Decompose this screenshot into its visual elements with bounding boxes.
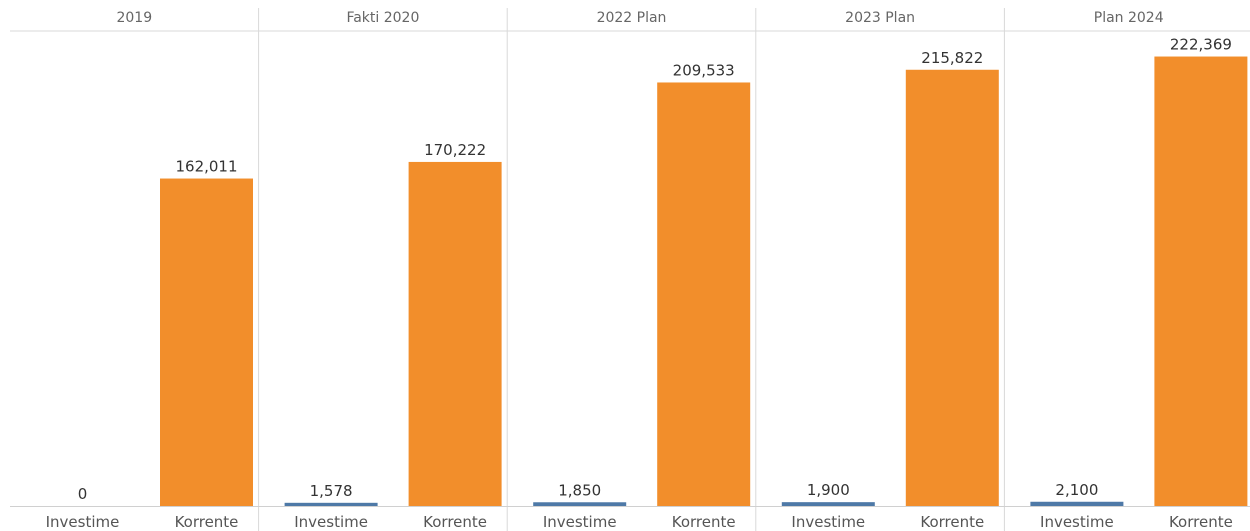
category-label: Korrente (920, 513, 984, 531)
category-label: Investime (543, 513, 617, 531)
category-label: Investime (294, 513, 368, 531)
category-label: Korrente (1169, 513, 1233, 531)
panel-header: 2023 Plan (845, 10, 915, 26)
panel-header: Fakti 2020 (346, 10, 419, 26)
category-label: Korrente (672, 513, 736, 531)
bar-investime (285, 503, 378, 506)
data-label: 222,369 (1170, 36, 1232, 54)
panel-header: 2022 Plan (597, 10, 667, 26)
data-label: 1,850 (558, 481, 601, 499)
data-label: 0 (78, 485, 88, 503)
bar-investime (782, 502, 875, 506)
bar-korrente (657, 82, 750, 506)
data-label: 2,100 (1055, 481, 1098, 499)
data-label: 170,222 (424, 141, 486, 159)
data-label: 1,578 (310, 482, 353, 500)
bar-korrente (160, 179, 253, 506)
bar-investime (1030, 502, 1123, 506)
panel-header: Plan 2024 (1094, 10, 1164, 26)
bar-korrente (409, 162, 502, 506)
category-label: Investime (791, 513, 865, 531)
category-label: Korrente (175, 513, 239, 531)
data-label: 209,533 (673, 61, 735, 79)
panel-header: 2019 (116, 10, 152, 26)
category-label: Korrente (423, 513, 487, 531)
bar-investime (533, 502, 626, 506)
data-label: 162,011 (175, 158, 237, 176)
bar-korrente (1154, 57, 1247, 506)
data-label: 1,900 (807, 481, 850, 499)
data-label: 215,822 (921, 49, 983, 67)
bar-korrente (906, 70, 999, 506)
category-label: Investime (46, 513, 120, 531)
category-label: Investime (1040, 513, 1114, 531)
